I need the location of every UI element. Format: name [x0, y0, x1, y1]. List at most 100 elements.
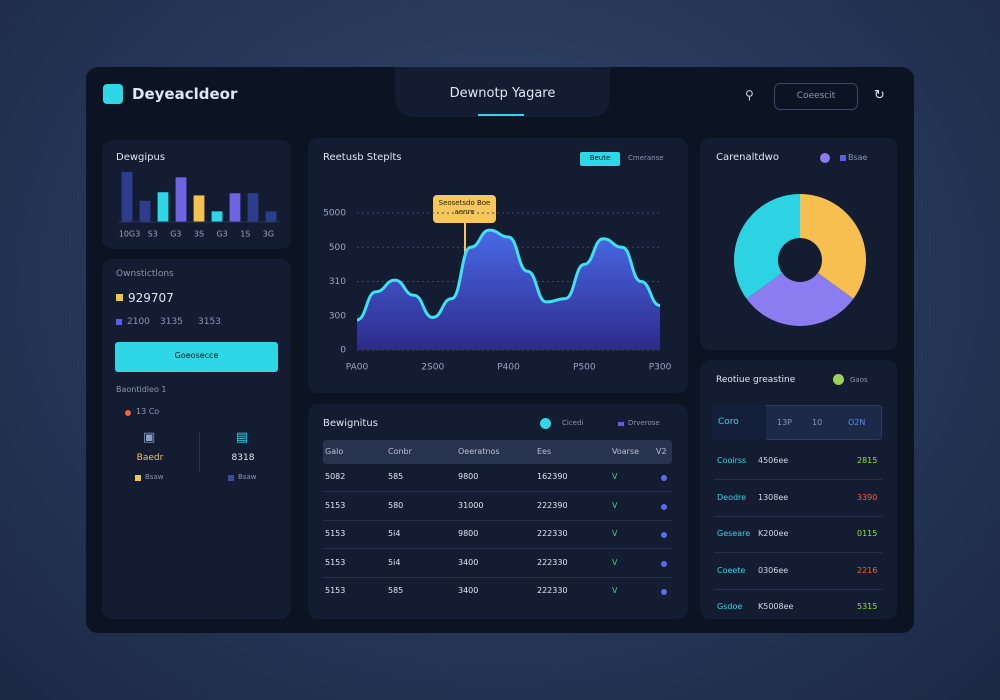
- table-panel: [308, 404, 688, 619]
- annotation: Seosetsdo Boe aenre: [438, 199, 491, 216]
- stat-icon: ▤: [236, 430, 249, 445]
- dot: [125, 410, 131, 416]
- table-cell: 222330: [537, 529, 568, 538]
- column-header: Voarse: [612, 447, 640, 456]
- legend-swatch: [833, 374, 844, 385]
- donut-panel: [700, 138, 897, 350]
- panel-title: Dewgipus: [116, 152, 166, 163]
- list-code: 4506ee: [758, 456, 789, 465]
- list-value: 2815: [857, 456, 878, 465]
- legend-label: Cicedi: [562, 419, 584, 427]
- legend-swatch: [540, 418, 551, 429]
- header-button[interactable]: [774, 83, 858, 110]
- title-tab: [395, 67, 610, 117]
- panel-title: Bewignitus: [323, 418, 378, 429]
- toggle[interactable]: [580, 152, 620, 166]
- table-cell: 585: [388, 472, 404, 481]
- divider: [199, 432, 200, 472]
- bar-panel: [102, 140, 291, 249]
- list-code: 1308ee: [758, 492, 789, 502]
- detail: 3153: [198, 317, 221, 327]
- table-cell: 580: [388, 500, 404, 510]
- note: 13 Co: [136, 407, 160, 416]
- brand: Deyeacldeor: [132, 85, 238, 103]
- active-tab[interactable]: [712, 405, 766, 440]
- tab-indicator: [478, 114, 524, 116]
- status-dot: [661, 475, 667, 481]
- page-title: Dewnotp Yagare: [449, 86, 556, 101]
- table-cell: 5153: [325, 500, 346, 510]
- row-divider: [323, 519, 672, 521]
- table-cell: 5i4: [388, 529, 401, 538]
- toggle-label[interactable]: Cmeranse: [628, 154, 664, 162]
- swatch: [116, 294, 123, 301]
- table-cell: 5153: [325, 586, 346, 595]
- table-cell: 9800: [458, 529, 479, 538]
- stat-caption: Bsaw: [238, 473, 257, 481]
- legend-label: Gaos: [850, 376, 868, 384]
- table-cell: 222390: [537, 500, 568, 510]
- swatch: [116, 319, 122, 325]
- swatch: [228, 475, 234, 481]
- table-cell: 5153: [325, 557, 346, 567]
- primary-button[interactable]: [115, 342, 278, 372]
- detail: 3135: [160, 317, 183, 327]
- list-panel: [700, 360, 897, 619]
- row-divider: [714, 552, 882, 553]
- list-name: Gsdoe: [717, 602, 743, 611]
- list-name: Geseare: [717, 529, 751, 538]
- legend-swatch: [820, 153, 830, 163]
- table-cell: V: [612, 557, 618, 567]
- list-value: 0115: [857, 529, 878, 538]
- column-header: Ees: [537, 447, 552, 456]
- stat-label: Baedr: [136, 453, 164, 463]
- status-dot: [661, 589, 667, 595]
- list-name: Cooirss: [717, 456, 747, 465]
- status-dot: [661, 532, 667, 538]
- table-cell: V: [612, 500, 618, 510]
- table-cell: 5i4: [388, 557, 401, 567]
- table-cell: 3400: [458, 557, 479, 567]
- list-value: 2216: [857, 565, 878, 575]
- user-icon[interactable]: ⚲: [745, 88, 754, 102]
- header-button-label: Coeescit: [796, 91, 836, 101]
- row-divider: [323, 576, 672, 578]
- legend-swatch: [618, 422, 624, 426]
- logo: [103, 84, 123, 104]
- status-dot: [661, 560, 667, 567]
- summary-panel: [102, 259, 291, 619]
- stat-caption: Bsaw: [145, 473, 164, 481]
- detail: 2100: [127, 317, 150, 327]
- table-cell: 222330: [537, 586, 568, 595]
- row-divider: [714, 479, 882, 480]
- panel-title: Ownstictlons: [116, 269, 174, 279]
- stat-label: 8318: [231, 453, 255, 463]
- refresh-icon[interactable]: ↻: [874, 88, 885, 103]
- annotation-box: [433, 195, 496, 223]
- legend-label: Bsae: [848, 153, 868, 162]
- annotation-line: [464, 223, 466, 265]
- table-cell: 9800: [458, 472, 479, 481]
- column-header: Galo: [325, 447, 344, 456]
- table-cell: 5153: [325, 529, 346, 538]
- list-code: K200ee: [758, 529, 789, 538]
- row-divider: [323, 548, 672, 549]
- swatch: [135, 475, 141, 481]
- tab[interactable]: 13P: [777, 418, 793, 427]
- status-dot: [661, 503, 667, 510]
- legend-swatch: [840, 155, 846, 161]
- toggle-label: Beute: [589, 154, 611, 162]
- list-code: K5008ee: [758, 602, 794, 611]
- tab[interactable]: O2N: [848, 418, 866, 427]
- area-panel: [308, 138, 688, 393]
- amount: 929707: [128, 291, 174, 305]
- list-code: 0306ee: [758, 565, 789, 575]
- tab[interactable]: 10: [812, 418, 823, 427]
- table-cell: 3400: [458, 586, 479, 595]
- column-header: V2: [656, 447, 667, 456]
- tab[interactable]: Coro: [718, 417, 739, 427]
- table-cell: 585: [388, 586, 404, 595]
- list-value: 5315: [857, 602, 878, 611]
- button-label: Goeosecce: [174, 351, 219, 360]
